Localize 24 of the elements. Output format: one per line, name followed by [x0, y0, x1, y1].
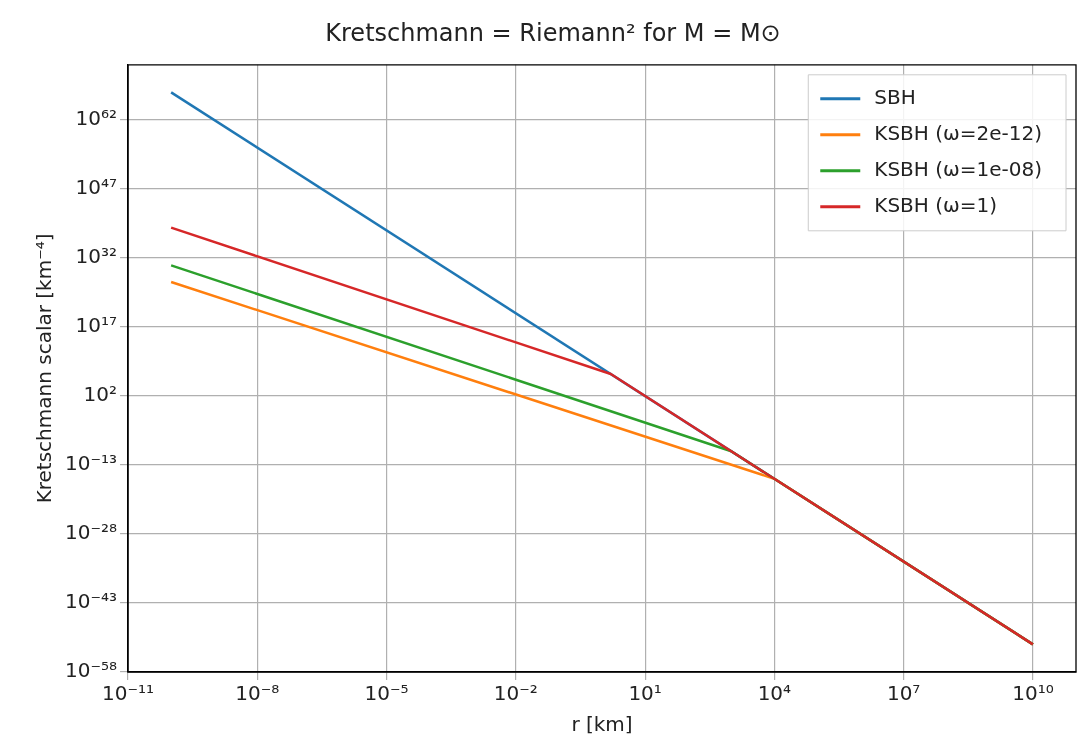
- y-tick-label: 10⁶²: [75, 106, 118, 131]
- x-tick-label: 10¹⁰: [1012, 681, 1054, 706]
- x-axis-title: r [km]: [571, 712, 633, 737]
- y-tick-label: 10²: [83, 382, 118, 407]
- legend-label: KSBH (ω=2e-12): [874, 121, 1042, 145]
- y-tick-label: 10⁴⁷: [75, 175, 118, 200]
- x-tick-label: 10⁻²: [493, 681, 538, 706]
- y-axis-title: Kretschmann scalar [km⁻⁴]: [32, 233, 57, 504]
- x-tick-label: 10⁷: [886, 681, 921, 706]
- y-tick-label: 10⁻⁴³: [64, 589, 118, 614]
- x-tick-label: 10¹: [628, 681, 662, 706]
- legend-label: SBH: [874, 85, 916, 109]
- chart-title: Kretschmann = Riemann² for M = M⊙: [325, 18, 781, 47]
- y-tick-label: 10⁻⁵⁸: [64, 658, 118, 683]
- x-tick-label: 10⁴: [757, 681, 792, 706]
- y-tick-label: 10⁻¹³: [64, 451, 118, 476]
- x-tick-label: 10⁻⁸: [235, 681, 280, 706]
- y-tick-label: 10¹⁷: [75, 313, 118, 338]
- x-tick-label: 10⁻¹¹: [102, 681, 155, 706]
- legend-label: KSBH (ω=1): [874, 193, 998, 217]
- legend-label: KSBH (ω=1e-08): [874, 157, 1042, 181]
- y-tick-label: 10³²: [75, 244, 118, 269]
- x-tick-label: 10⁻⁵: [364, 681, 409, 706]
- y-tick-label: 10⁻²⁸: [64, 520, 118, 545]
